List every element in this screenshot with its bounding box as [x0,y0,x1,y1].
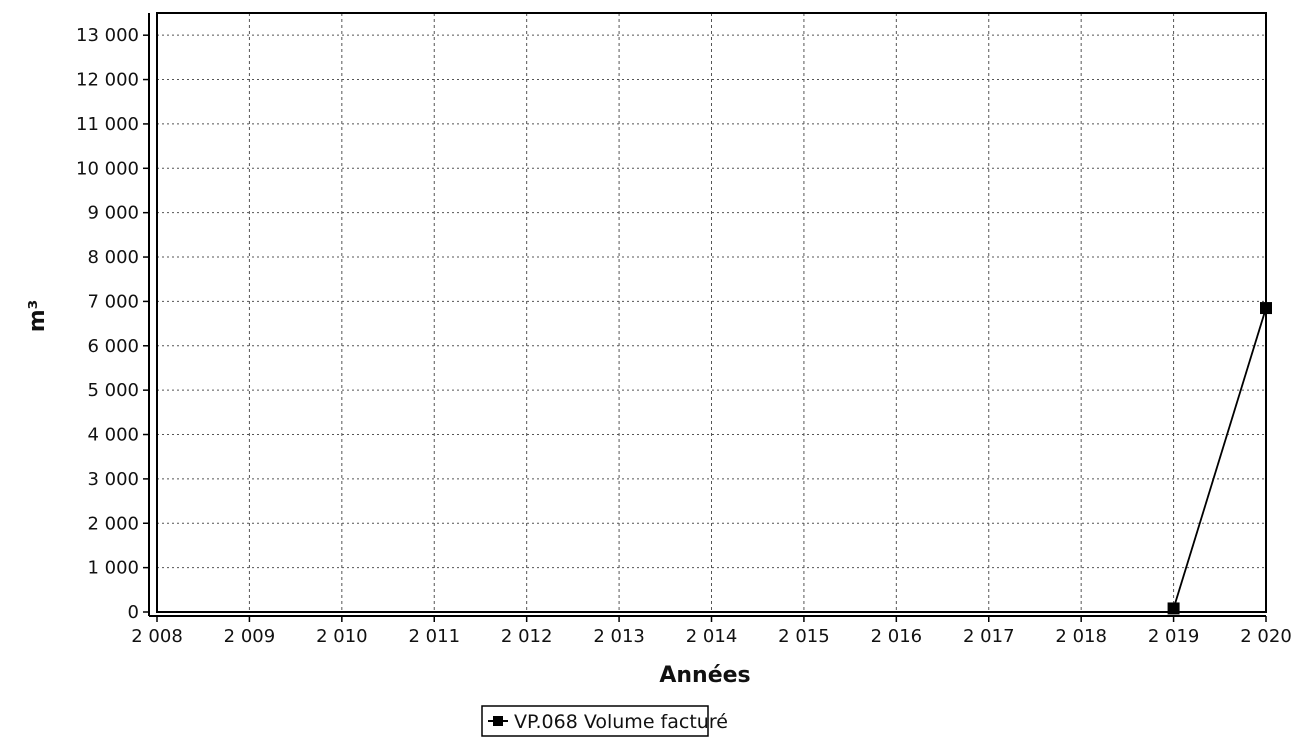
y-tick-label: 12 000 [76,70,139,91]
legend-series-marker [493,716,503,726]
x-tick-label: 2 008 [131,626,183,647]
y-tick-label: 1 000 [87,558,139,579]
x-tick-label: 2 013 [593,626,645,647]
y-tick-label: 11 000 [76,114,139,135]
y-axis-ticks: 0 1 000 2 000 3 000 4 000 5 000 6 000 7 000 8 00… [76,25,149,623]
x-axis-ticks: 2 008 2 009 2 010 2 011 2 012 2 013 2 014 2 015… [131,616,1292,647]
gridlines [157,13,1266,612]
x-tick-label: 2 019 [1148,626,1200,647]
series-line [1172,307,1267,609]
x-tick-label: 2 017 [963,626,1015,647]
x-tick-label: 2 014 [686,626,738,647]
y-tick-label: 2 000 [87,513,139,534]
y-tick-label: 4 000 [87,425,139,446]
x-tick-label: 2 009 [224,626,276,647]
series-layer [1167,302,1272,615]
x-tick-label: 2 010 [316,626,368,647]
data-point [1260,302,1272,315]
x-tick-label: 2 012 [501,626,553,647]
x-axis-title: Années [659,663,750,688]
legend-series-label: VP.068 Volume facturé [514,711,728,733]
legend: VP.068 Volume facturé [481,705,728,737]
y-tick-label: 8 000 [87,247,139,268]
y-tick-label: 3 000 [87,469,139,490]
x-tick-label: 2 020 [1240,626,1292,647]
y-tick-label: 6 000 [87,336,139,357]
data-point [1167,602,1180,615]
y-tick-label: 9 000 [87,203,139,224]
legend-box [481,705,709,737]
x-tick-label: 2 011 [408,626,460,647]
y-tick-label: 5 000 [87,380,139,401]
x-tick-label: 2 018 [1055,626,1107,647]
y-axis-title: m³ [25,300,50,333]
y-tick-label: 10 000 [76,158,139,179]
y-tick-label: 13 000 [76,25,139,46]
x-tick-label: 2 015 [778,626,830,647]
y-tick-label: 0 [128,602,139,623]
x-tick-label: 2 016 [871,626,923,647]
y-tick-label: 7 000 [87,291,139,312]
